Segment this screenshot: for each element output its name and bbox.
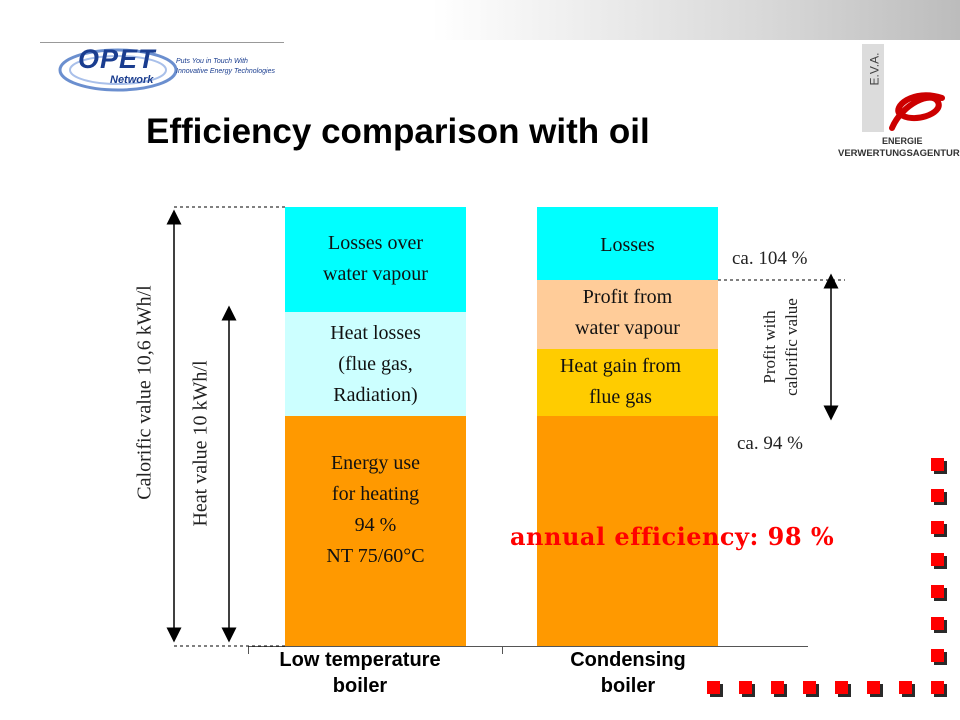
opet-logo-name: OPET — [78, 44, 156, 74]
opet-tagline-2: Innovative Energy Technologies — [176, 68, 275, 75]
baseline-tick-mid — [502, 646, 503, 654]
calorific-value-label: Calorific value 10,6 kWh/l — [133, 285, 156, 500]
annotation-ca-104: ca. 104 % — [732, 248, 808, 269]
bar-cond-energy-use — [537, 416, 718, 646]
bar-cond-losses — [537, 207, 718, 280]
annual-efficiency-label: annual efficiency: 98 % — [510, 522, 835, 551]
eva-logo-e-icon — [889, 92, 945, 131]
baseline-tick-left — [248, 646, 249, 654]
baseline — [248, 646, 808, 647]
bar-cond-heat-gain — [537, 349, 718, 416]
profit-caption: Profit with calorific value — [760, 298, 801, 396]
dimension-arrows — [166, 206, 845, 647]
bar-low-losses-label: Losses over water vapour — [323, 232, 428, 285]
bar-cond-gain-label: Heat gain from flue gas — [559, 355, 682, 408]
category-condensing: Condensing boiler — [570, 649, 686, 697]
bar-low-energy-use — [285, 416, 466, 646]
bar-low-losses — [285, 207, 466, 312]
opet-tagline-1: Puts You in Touch With — [176, 58, 248, 65]
bar-cond-losses-label: Losses — [600, 234, 655, 256]
eva-logo-vertical-text: E.V.A. — [867, 52, 882, 86]
bar-cond-profit-vapour — [537, 280, 718, 349]
eva-logo-line2: VERWERTUNGSAGENTUR — [838, 148, 960, 159]
page-title: Efficiency comparison with oil — [146, 112, 650, 151]
heat-value-label: Heat value 10 kWh/l — [189, 360, 212, 527]
bar-low-heat-losses-label: Heat losses (flue gas, Radiation) — [330, 322, 421, 406]
bar-low-heat-losses — [285, 312, 466, 416]
annotation-ca-94: ca. 94 % — [737, 433, 803, 454]
category-low-temperature: Low temperature boiler — [279, 649, 441, 697]
opet-logo: OPET Network Puts You in Touch With Inno… — [48, 42, 288, 94]
top-band — [0, 0, 960, 40]
bar-cond-profit-label: Profit from water vapour — [575, 286, 680, 339]
eva-logo-line1: ENERGIE — [882, 136, 923, 146]
bar-low-energy-label: Energy use for heating 94 % NT 75/60°C — [326, 452, 425, 567]
logo-divider-line — [40, 42, 284, 43]
eva-logo: E.V.A. ENERGIE VERWERTUNGSAGENTUR — [838, 44, 960, 164]
eva-logo-stripe — [862, 44, 884, 132]
slide-background — [40, 40, 960, 720]
opet-logo-swoosh-icon — [58, 48, 178, 92]
opet-logo-sub: Network — [110, 74, 154, 86]
